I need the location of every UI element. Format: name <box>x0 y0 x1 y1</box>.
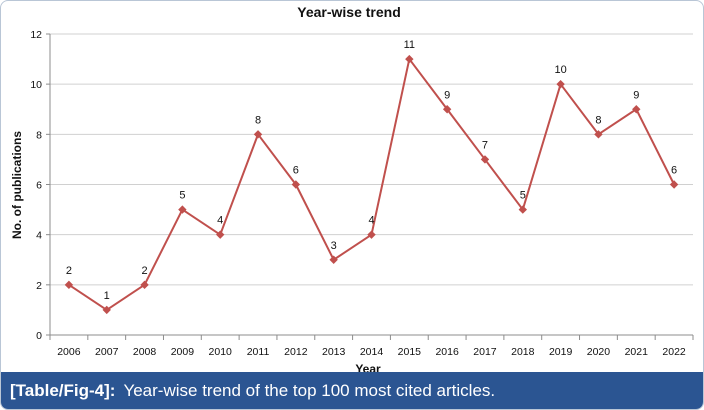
x-tick-label: 2017 <box>473 346 497 358</box>
x-tick-label: 2020 <box>587 346 611 358</box>
x-tick-label: 2011 <box>247 346 270 358</box>
x-tick-label: 2016 <box>435 346 459 358</box>
data-label: 9 <box>633 89 639 101</box>
x-tick-label: 2015 <box>398 346 422 358</box>
data-point-marker <box>556 79 565 89</box>
x-tick-label: 2013 <box>322 346 346 358</box>
data-label: 8 <box>255 114 261 126</box>
data-point-marker <box>669 180 679 189</box>
data-label: 8 <box>595 114 601 126</box>
x-tick-label: 2018 <box>511 346 535 358</box>
x-tick-label: 2014 <box>360 346 384 358</box>
x-tick-label: 2007 <box>95 346 119 358</box>
series-layer <box>64 54 679 315</box>
y-tick-label: 12 <box>30 29 42 41</box>
data-label: 7 <box>482 139 488 151</box>
data-label: 1 <box>104 290 110 302</box>
y-tick-label: 6 <box>36 180 42 192</box>
data-point-marker <box>178 205 187 214</box>
y-tick-label: 10 <box>30 79 42 91</box>
x-axis-label: Year <box>355 362 381 374</box>
data-point-marker <box>594 130 603 139</box>
data-label: 6 <box>671 165 677 177</box>
caption-text: Year-wise trend of the top 100 most cite… <box>123 380 496 400</box>
data-point-marker <box>367 230 376 239</box>
y-tick-label: 4 <box>36 230 42 242</box>
data-point-marker <box>442 105 452 114</box>
data-point-marker <box>329 255 338 264</box>
data-point-marker <box>253 130 263 139</box>
data-point-marker <box>102 305 111 315</box>
y-tick-label: 0 <box>36 330 42 342</box>
data-point-marker <box>216 230 225 239</box>
grid-layer <box>50 33 693 286</box>
figure-caption: [Table/Fig-4]: Year-wise trend of the to… <box>1 372 703 409</box>
data-label: 3 <box>331 240 337 252</box>
data-label: 2 <box>66 265 72 277</box>
data-point-marker <box>64 280 74 290</box>
caption-label: [Table/Fig-4]: <box>10 380 116 400</box>
x-tick-label: 2006 <box>57 346 81 358</box>
x-tick-label: 2021 <box>625 346 649 358</box>
data-point-marker <box>632 105 641 114</box>
data-label: 4 <box>217 215 223 227</box>
data-label-layer: 2 1 2 5 4 8 6 3 4 11 9 7 5 10 8 9 6 <box>66 39 677 302</box>
x-tick-label: 2010 <box>209 346 233 358</box>
x-tick-label: 2019 <box>549 346 573 358</box>
chart-title: Year-wise trend <box>297 4 401 20</box>
y-tick-label: 8 <box>36 129 42 141</box>
data-label: 5 <box>179 190 185 202</box>
x-tick-label: 2022 <box>662 346 686 358</box>
data-label: 9 <box>444 89 450 101</box>
x-tick-label: 2008 <box>133 346 157 358</box>
data-point-marker <box>480 155 490 164</box>
data-label: 2 <box>141 265 147 277</box>
x-tick-label: 2012 <box>284 346 308 358</box>
y-tick-label: 2 <box>36 280 42 292</box>
data-label: 10 <box>554 64 566 76</box>
data-point-marker <box>405 54 414 64</box>
data-point-marker <box>140 280 149 290</box>
data-label: 5 <box>520 190 526 202</box>
data-point-marker <box>518 205 527 214</box>
data-label: 11 <box>404 39 415 51</box>
x-tick-label: 2009 <box>171 346 195 358</box>
data-label: 6 <box>293 165 299 177</box>
data-point-marker <box>291 180 301 189</box>
data-label: 4 <box>368 215 374 227</box>
y-axis-label: No. of publications <box>10 131 24 239</box>
